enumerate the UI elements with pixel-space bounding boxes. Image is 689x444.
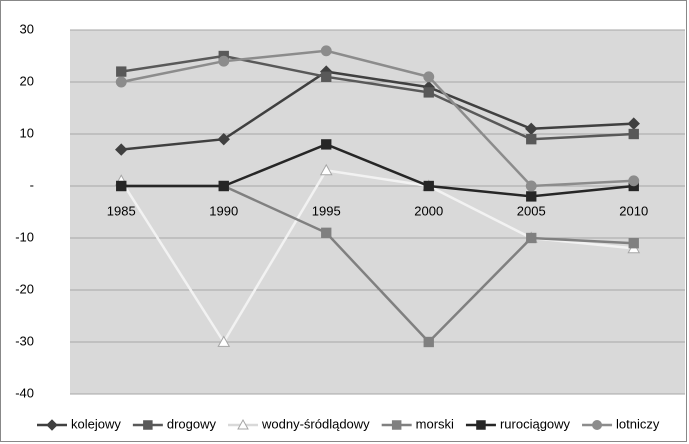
point xyxy=(116,66,127,77)
series-line xyxy=(121,49,634,188)
y-tick-label: -10 xyxy=(15,229,34,244)
point xyxy=(320,45,332,57)
y-tick-label: 20 xyxy=(20,73,34,88)
series-line xyxy=(121,70,634,151)
point xyxy=(116,180,127,192)
point xyxy=(319,163,333,176)
point xyxy=(321,139,332,150)
point xyxy=(217,335,231,347)
x-tick-label: 2005 xyxy=(517,203,546,218)
legend-marker xyxy=(391,420,402,430)
point xyxy=(217,132,230,146)
series-line xyxy=(121,143,634,198)
y-tick-label: -30 xyxy=(15,333,34,348)
point xyxy=(423,180,434,192)
legend-label: rurociągowy xyxy=(500,416,571,431)
y-tick-label: - xyxy=(30,177,34,192)
legend-marker xyxy=(592,420,603,430)
point xyxy=(218,180,229,192)
point xyxy=(115,76,127,88)
point xyxy=(628,175,640,187)
x-tick-label: 1995 xyxy=(312,203,341,218)
y-tick-label: -40 xyxy=(15,385,34,400)
point xyxy=(628,238,639,249)
legend-marker xyxy=(476,420,486,430)
point xyxy=(321,227,332,238)
x-tick-label: 2010 xyxy=(619,203,648,218)
legend-label: kolejowy xyxy=(71,416,121,431)
y-tick-label: -20 xyxy=(15,281,34,296)
point xyxy=(526,232,537,244)
legend-marker xyxy=(237,418,249,430)
point xyxy=(321,71,332,82)
legend-label: lotniczy xyxy=(616,416,660,431)
point xyxy=(423,336,434,348)
legend-marker xyxy=(46,419,58,431)
point xyxy=(115,143,128,156)
point xyxy=(628,128,639,140)
legend-marker xyxy=(143,420,153,430)
x-tick-label: 1985 xyxy=(107,203,136,218)
point xyxy=(526,134,537,145)
legend-label: morski xyxy=(416,416,454,431)
point xyxy=(423,87,434,98)
point xyxy=(423,71,435,83)
x-tick-label: 1990 xyxy=(209,203,238,218)
point xyxy=(525,180,537,192)
x-tick-label: 2000 xyxy=(414,203,443,218)
point xyxy=(526,191,537,202)
y-tick-label: 30 xyxy=(20,21,34,36)
legend-label: drogowy xyxy=(167,416,217,431)
y-tick-label: 10 xyxy=(20,125,34,140)
legend-label: wodny-śródlądowy xyxy=(261,416,370,431)
plot-area xyxy=(70,30,685,394)
series-line xyxy=(121,54,634,141)
point xyxy=(218,55,230,67)
